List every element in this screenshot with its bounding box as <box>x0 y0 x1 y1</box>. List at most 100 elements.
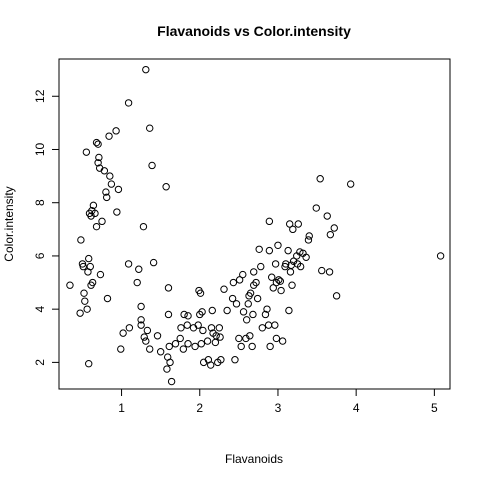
data-point <box>179 345 188 353</box>
data-point <box>207 361 215 369</box>
data-point <box>164 310 173 319</box>
data-point <box>119 329 127 337</box>
data-point <box>146 124 154 132</box>
data-point <box>325 268 334 276</box>
data-point <box>269 284 277 292</box>
data-point <box>162 183 170 191</box>
data-point <box>228 294 237 303</box>
data-point <box>276 277 285 285</box>
data-point <box>235 276 244 284</box>
data-point <box>261 310 270 319</box>
data-point <box>305 232 313 240</box>
data-point <box>246 289 255 297</box>
data-point <box>268 273 276 281</box>
data-point <box>223 306 231 315</box>
data-point <box>232 300 241 308</box>
data-point <box>149 258 158 267</box>
data-point <box>265 217 274 226</box>
data-point <box>208 306 216 315</box>
data-point <box>220 285 228 293</box>
data-point <box>125 324 134 332</box>
data-point <box>252 278 260 287</box>
data-point <box>257 262 265 271</box>
data-point <box>153 332 162 340</box>
data-point <box>217 356 225 364</box>
data-point <box>266 342 274 351</box>
data-point <box>285 220 294 228</box>
data-point <box>249 310 257 319</box>
y-axis-label: Color.intensity <box>2 186 16 261</box>
data-point <box>82 148 91 156</box>
data-point <box>253 294 262 303</box>
data-point <box>100 167 109 175</box>
data-point <box>142 65 150 74</box>
data-point <box>318 266 326 275</box>
data-point <box>137 321 145 329</box>
data-point <box>89 201 98 210</box>
y-tick-label: 12 <box>33 89 47 103</box>
data-point <box>167 377 176 386</box>
data-point <box>229 278 238 287</box>
data-point <box>114 185 123 194</box>
data-point <box>203 337 212 345</box>
data-point <box>139 222 148 231</box>
data-point <box>163 365 171 373</box>
data-points <box>66 65 445 386</box>
data-point <box>289 225 297 234</box>
data-point <box>146 345 154 353</box>
data-point <box>199 326 207 335</box>
data-point <box>85 254 93 263</box>
data-point <box>272 334 281 343</box>
data-point <box>239 270 247 279</box>
data-point <box>235 334 243 343</box>
data-point <box>436 252 445 260</box>
data-point <box>117 345 125 353</box>
data-point <box>96 270 105 279</box>
x-tick-label: 4 <box>353 401 360 415</box>
data-point <box>278 337 287 345</box>
x-axis-label: Flavanoids <box>225 452 283 466</box>
data-point <box>248 342 256 351</box>
data-point <box>156 348 165 356</box>
data-point <box>244 300 252 308</box>
data-point <box>250 268 258 276</box>
data-point <box>212 332 220 340</box>
data-point <box>296 262 305 271</box>
data-point <box>323 212 331 220</box>
data-point <box>277 286 285 295</box>
data-point <box>264 321 273 329</box>
data-point <box>239 308 248 316</box>
data-point <box>94 140 102 148</box>
y-tick-label: 8 <box>33 199 47 206</box>
data-point <box>98 217 106 226</box>
data-point <box>142 337 150 345</box>
data-point <box>143 326 152 335</box>
data-point <box>304 236 313 244</box>
data-point <box>113 208 121 216</box>
data-point <box>215 324 224 332</box>
x-tick-label: 1 <box>118 401 125 415</box>
data-point <box>165 342 173 351</box>
y-tick-label: 4 <box>33 306 47 313</box>
data-point <box>312 204 320 212</box>
data-point <box>164 284 173 292</box>
data-point <box>91 209 99 218</box>
data-point <box>191 342 199 351</box>
data-point <box>326 230 335 239</box>
data-point <box>286 268 295 276</box>
data-point <box>103 193 111 202</box>
y-axis: 2 4 6 8 10 12 <box>33 89 60 366</box>
data-point <box>184 340 192 348</box>
data-point <box>86 262 94 271</box>
data-point <box>135 265 143 273</box>
data-point <box>330 224 338 232</box>
data-point <box>106 172 114 180</box>
x-tick-label: 5 <box>431 401 438 415</box>
data-point <box>332 292 341 300</box>
data-point <box>137 316 145 324</box>
x-tick-label: 2 <box>196 401 203 415</box>
data-point <box>95 153 103 162</box>
data-point <box>258 324 267 332</box>
data-point <box>316 175 324 183</box>
